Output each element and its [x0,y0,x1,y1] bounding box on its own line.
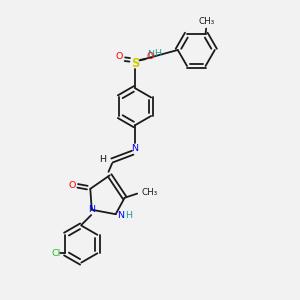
Text: O: O [147,52,154,61]
Text: N: N [88,205,95,214]
Text: H: H [125,211,132,220]
Text: CH₃: CH₃ [141,188,157,197]
Text: H: H [154,49,161,58]
Text: O: O [116,52,123,61]
Text: N: N [118,211,124,220]
Text: N: N [132,144,139,153]
Text: N: N [147,50,154,59]
Text: O: O [69,181,76,190]
Text: S: S [131,57,139,70]
Text: CH₃: CH₃ [199,17,215,26]
Text: Cl: Cl [51,249,60,258]
Text: H: H [100,155,106,164]
